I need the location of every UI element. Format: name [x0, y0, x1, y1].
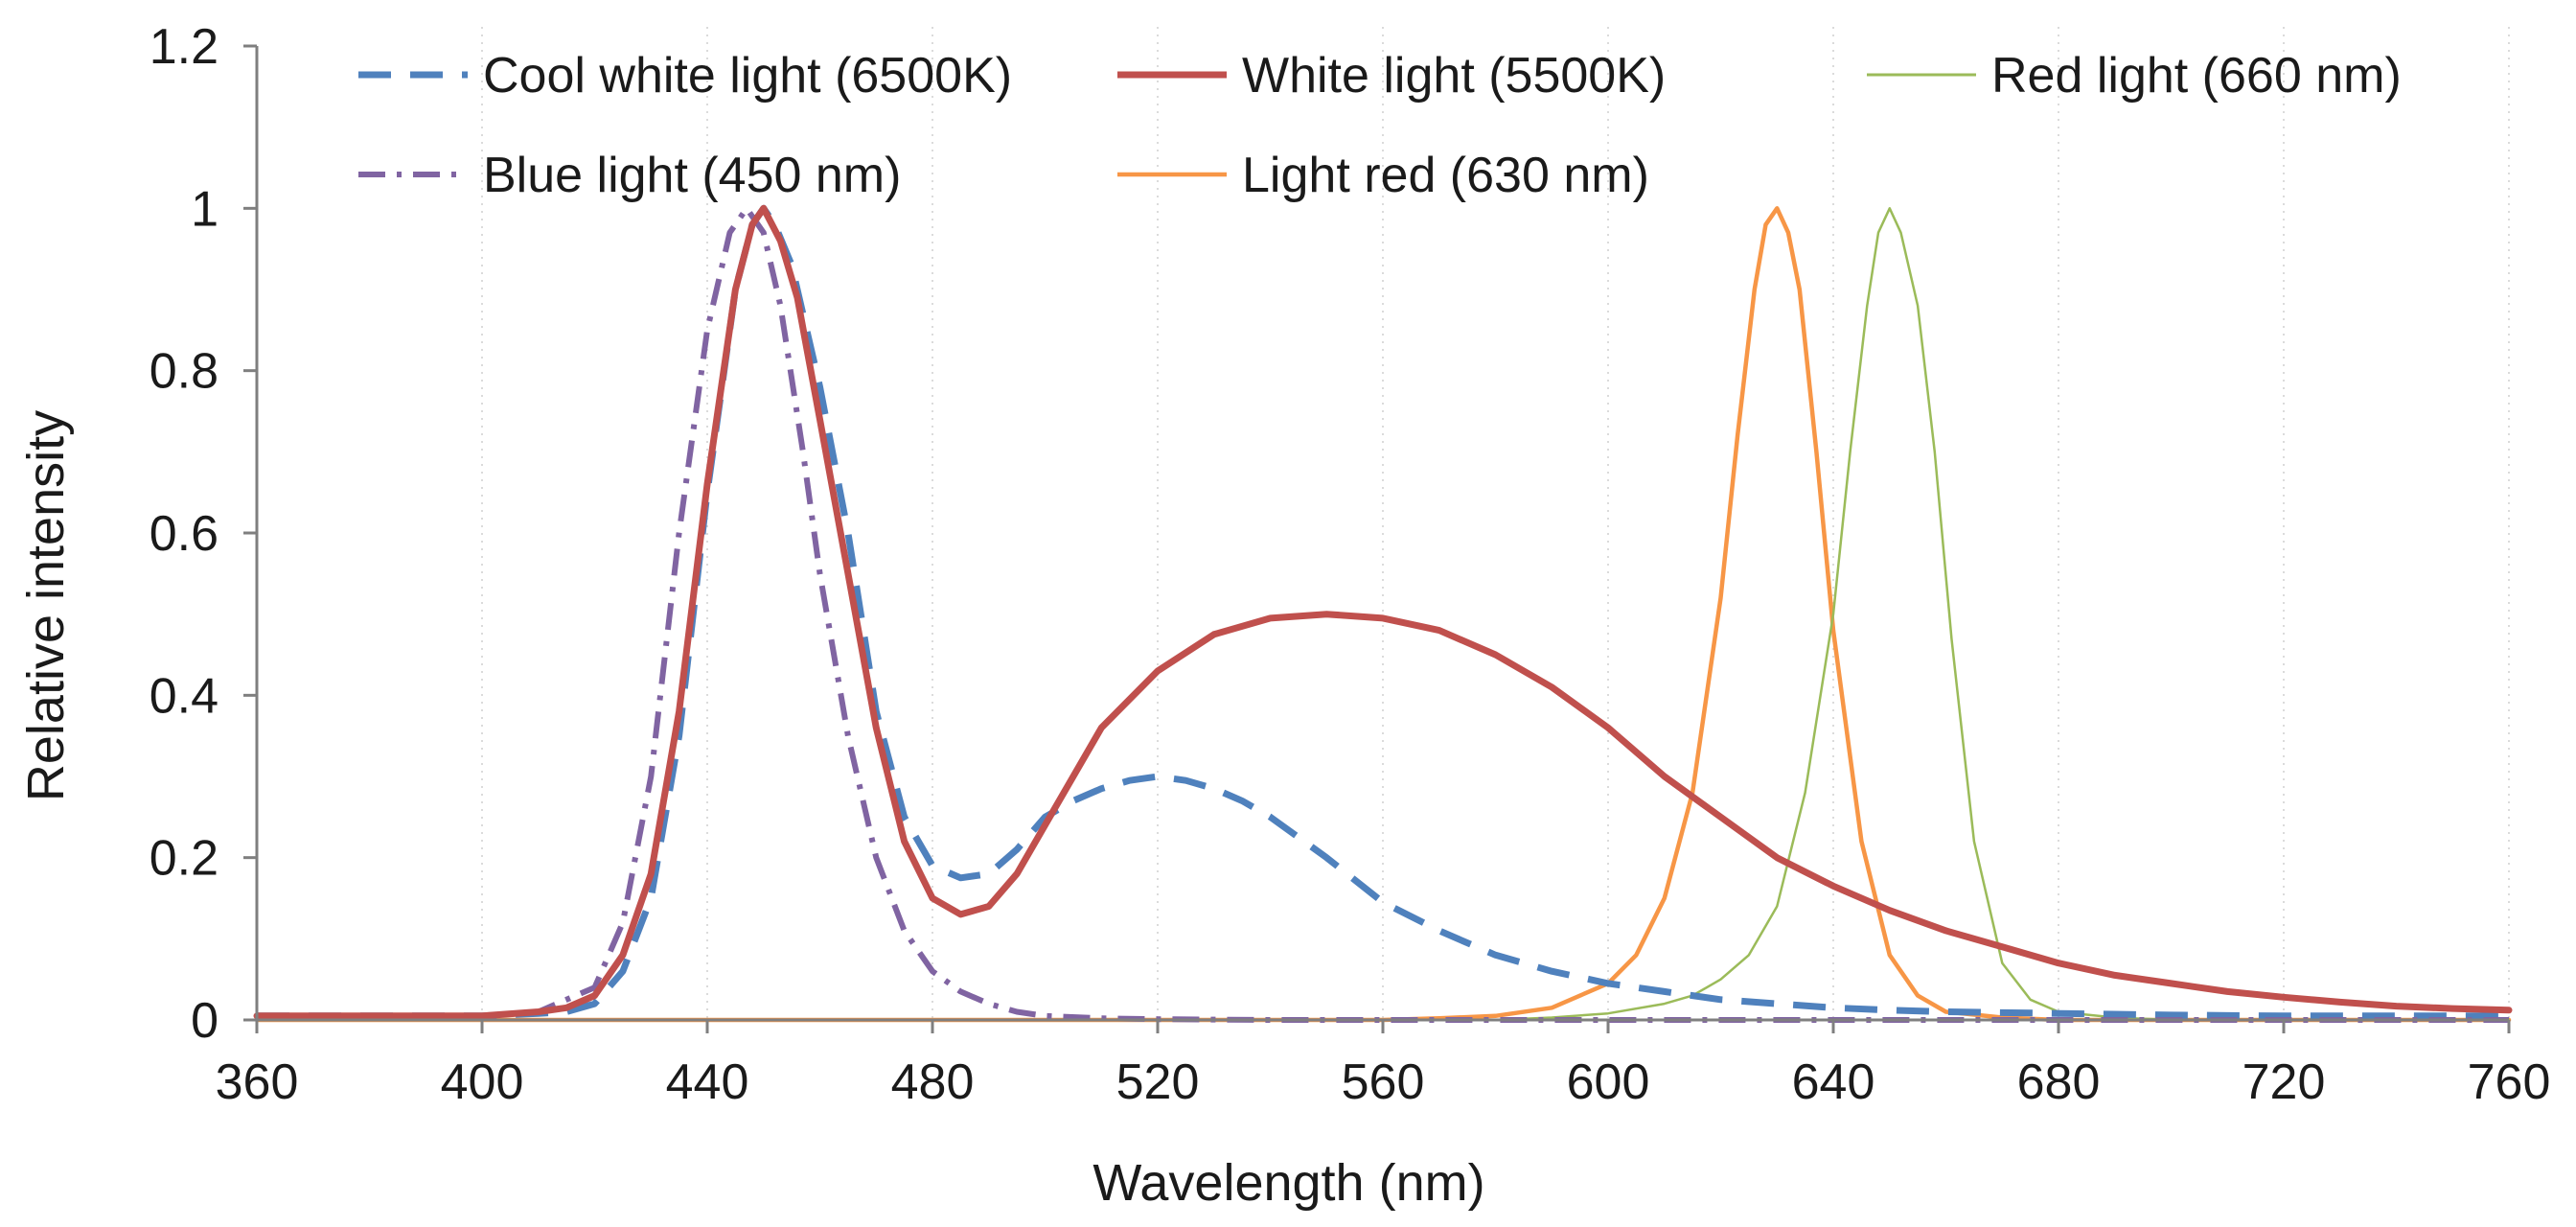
legend-label: Red light (660 nm): [1991, 48, 2402, 104]
y-tick-label: 0.2: [150, 831, 218, 887]
x-tick-label: 440: [666, 1054, 749, 1110]
x-tick-label: 640: [1792, 1054, 1875, 1110]
y-axis-title: Relative intensity: [17, 410, 75, 801]
x-tick-label: 400: [441, 1054, 524, 1110]
x-tick-label: 760: [2468, 1054, 2551, 1110]
x-axis-ticks: 360 400 440 480 520 560 600 640 680 720 760: [216, 1020, 2551, 1110]
legend-item-cool-white: Cool white light (6500K): [358, 48, 1012, 104]
series-line-blue-450: [257, 205, 2509, 1023]
x-tick-label: 720: [2242, 1054, 2326, 1110]
legend-item-red-630: Light red (630 nm): [1117, 148, 1649, 203]
legend: Cool white light (6500K) White light (550…: [358, 48, 2402, 203]
legend-item-white: White light (5500K): [1117, 48, 1666, 104]
x-tick-label: 560: [1342, 1054, 1425, 1110]
y-tick-label: 0.8: [150, 344, 218, 400]
y-tick-label: 1: [191, 181, 218, 237]
y-tick-label: 0: [191, 993, 218, 1049]
legend-item-red-660: Red light (660 nm): [1867, 48, 2402, 104]
series-line-red-630: [254, 206, 2512, 1023]
y-axis-ticks: 0 0.2 0.4 0.6 0.8 1 1.2: [150, 19, 257, 1049]
legend-label: Blue light (450 nm): [483, 148, 901, 203]
legend-label: Cool white light (6500K): [483, 48, 1012, 104]
y-tick-label: 1.2: [150, 19, 218, 75]
series-layer: [253, 204, 2513, 1023]
x-tick-label: 360: [216, 1054, 299, 1110]
y-tick-label: 0.4: [150, 668, 218, 724]
x-axis-title: Wavelength (nm): [1092, 1154, 1484, 1212]
series-line-red-660: [255, 207, 2511, 1022]
x-tick-label: 520: [1116, 1054, 1200, 1110]
x-tick-label: 480: [891, 1054, 975, 1110]
legend-label: White light (5500K): [1242, 48, 1666, 104]
x-tick-label: 600: [1567, 1054, 1650, 1110]
legend-item-blue-450: Blue light (450 nm): [358, 148, 901, 203]
x-tick-label: 680: [2017, 1054, 2101, 1110]
series-line-white: [253, 204, 2513, 1020]
y-tick-label: 0.6: [150, 506, 218, 562]
legend-label: Light red (630 nm): [1242, 148, 1649, 203]
